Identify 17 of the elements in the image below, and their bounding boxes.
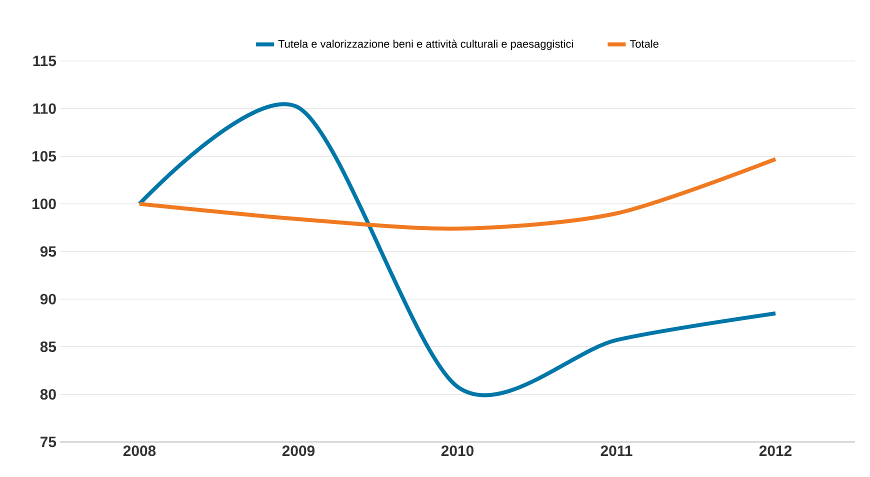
y-tick-label: 95 xyxy=(40,246,56,257)
x-tick-label: 2008 xyxy=(123,446,156,456)
line-series xyxy=(138,157,778,231)
x-tick-label: 2011 xyxy=(600,446,632,456)
y-tick-label: 115 xyxy=(33,56,56,66)
x-tick-label: 2009 xyxy=(282,446,315,456)
y-tick-label: 80 xyxy=(40,389,56,400)
y-tick-label: 90 xyxy=(40,294,56,304)
y-tick-label: 100 xyxy=(32,198,56,210)
legend-label: Totale xyxy=(630,40,658,48)
y-tick-label: 110 xyxy=(33,103,56,114)
y-tick-label: 75 xyxy=(40,436,56,448)
y-tick-label: 85 xyxy=(40,341,56,352)
y-tick-label: 105 xyxy=(32,150,56,162)
legend-label: Tutela e valorizzazione beni e attività culturali e paesaggistici xyxy=(278,40,573,50)
x-tick-label: 2012 xyxy=(759,446,792,456)
x-tick-label: 2010 xyxy=(441,446,474,456)
